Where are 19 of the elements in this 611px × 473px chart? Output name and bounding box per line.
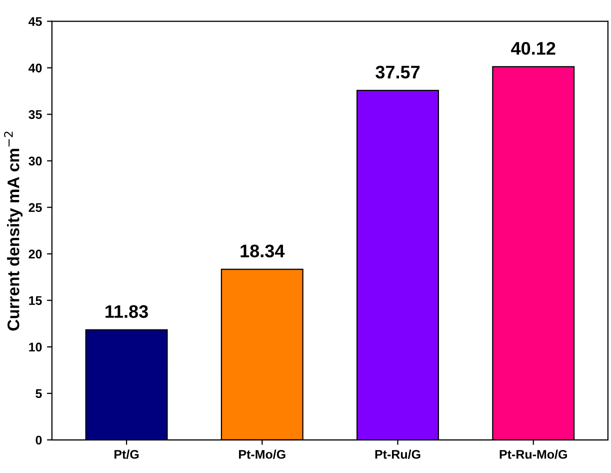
y-tick-label: 40 xyxy=(28,64,42,72)
y-tick-label: 10 xyxy=(29,342,42,352)
data-label: 11.83 xyxy=(106,305,148,318)
y-tick-label: 45 xyxy=(28,17,42,26)
y-tick-label: 35 xyxy=(28,110,42,119)
x-tick-label: Pt-Mo/G xyxy=(239,450,286,459)
data-label: 40.12 xyxy=(511,42,556,55)
y-tick-label: 30 xyxy=(28,156,42,166)
x-tick-label: Pt-Ru/G xyxy=(375,450,420,459)
y-tick-label: 25 xyxy=(28,203,42,212)
x-tick-label: Pt-Ru-Mo/G xyxy=(500,450,567,459)
data-label: 18.34 xyxy=(240,244,285,258)
y-tick-label: 0 xyxy=(36,436,42,445)
y-axis-title: Current density mA cm$^{−2}$ xyxy=(4,132,23,331)
y-tick-label: 5 xyxy=(36,389,42,398)
x-tick-label: Pt/G xyxy=(114,450,139,459)
data-label: 37.57 xyxy=(376,66,420,79)
y-tick-label: 20 xyxy=(28,250,42,258)
y-tick-label: 15 xyxy=(29,296,42,306)
